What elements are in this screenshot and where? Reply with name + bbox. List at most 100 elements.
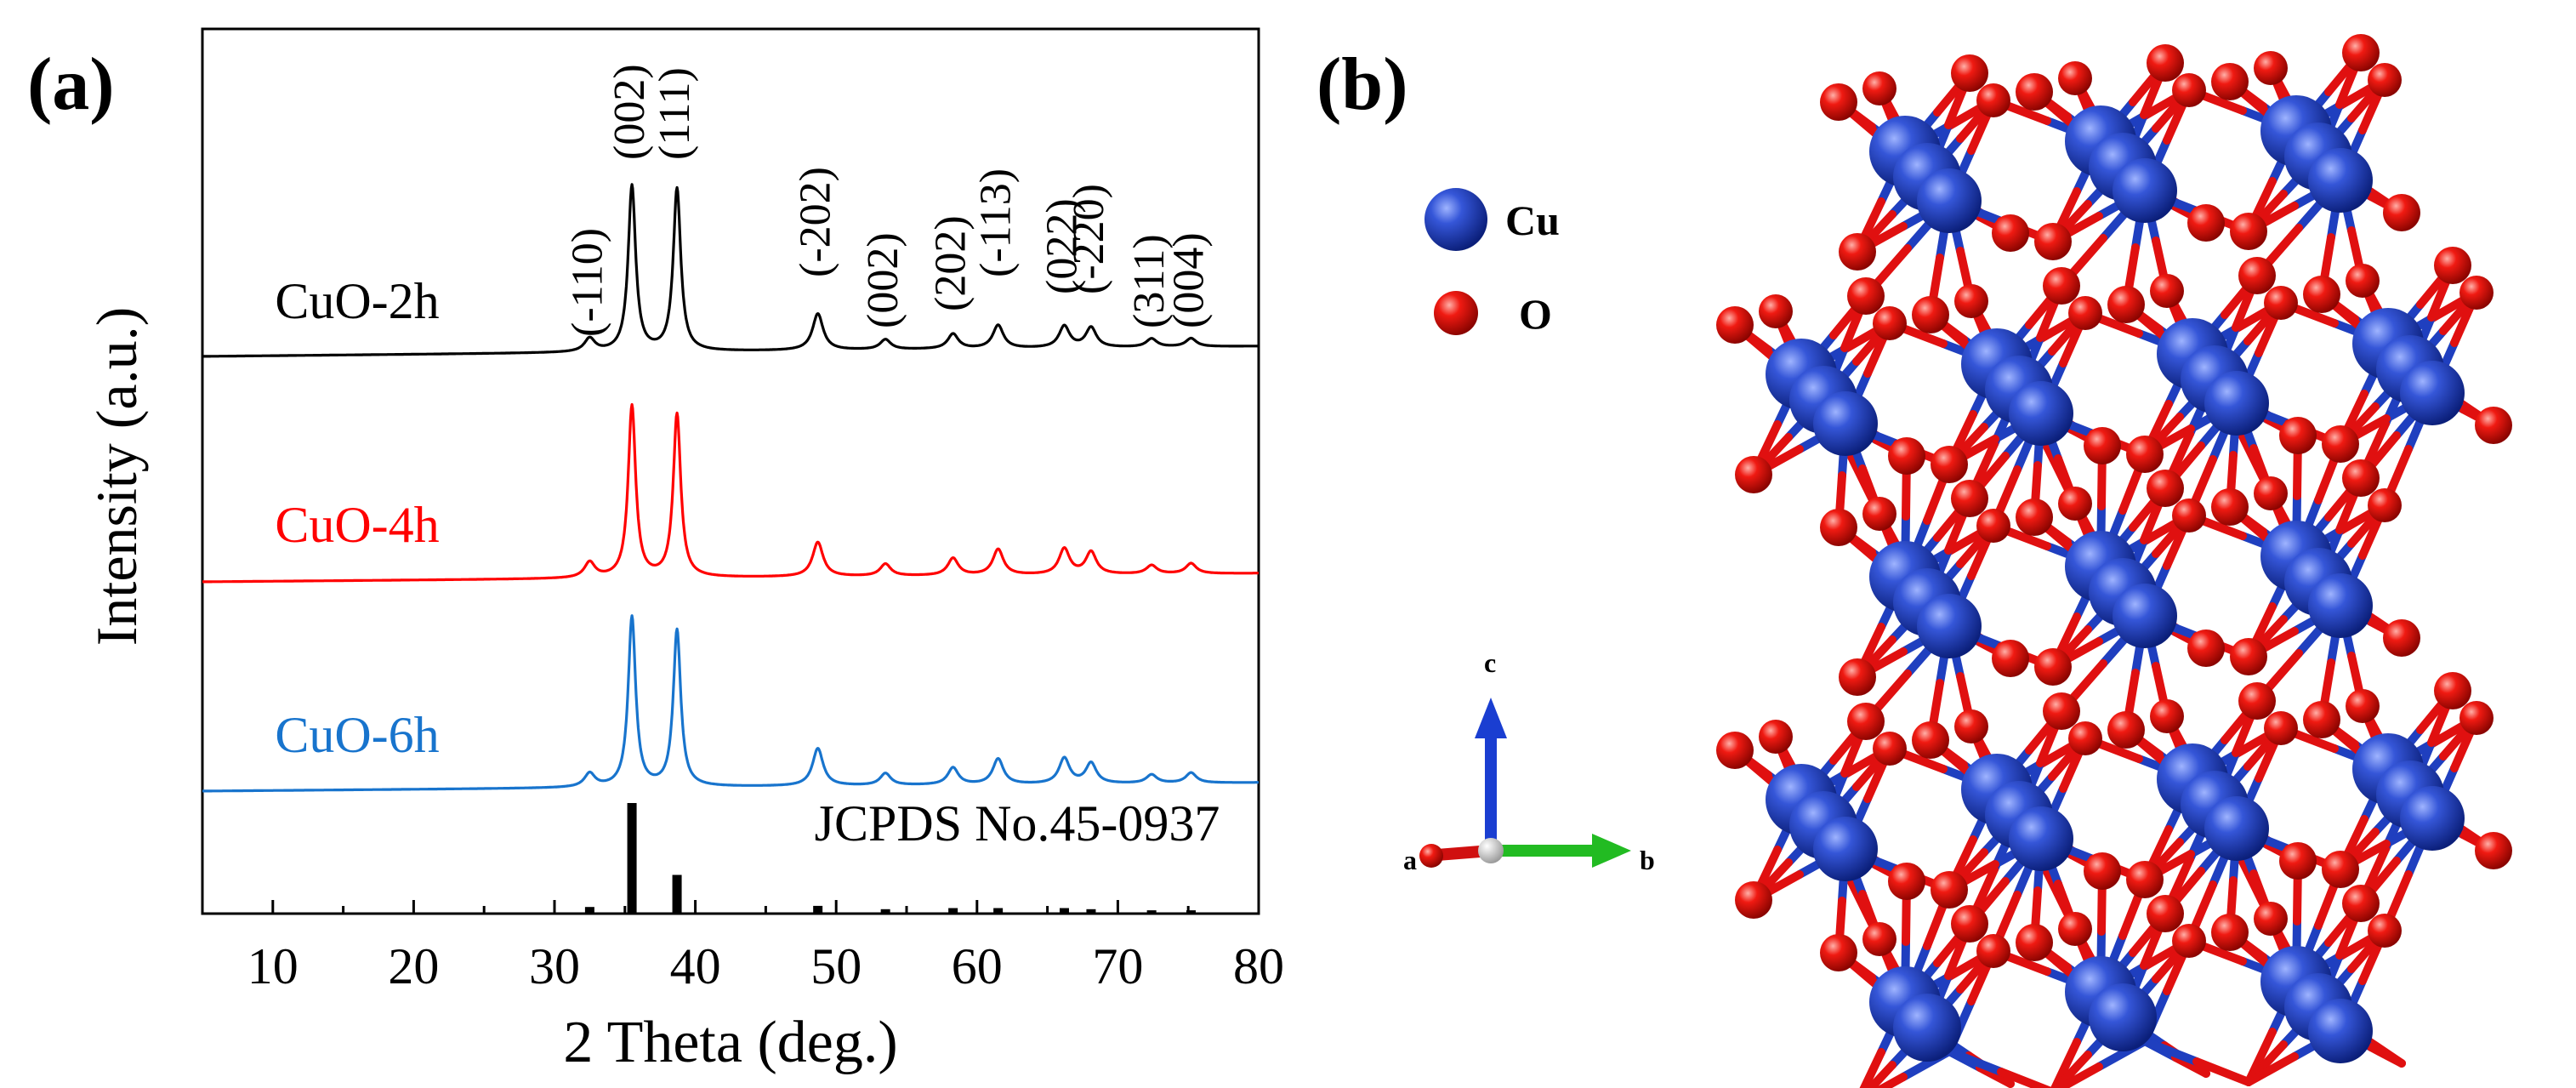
o-atom [2342, 885, 2380, 922]
o-atom [2254, 51, 2288, 85]
o-atom [1735, 881, 1772, 919]
reference-label: JCPDS No.45-0937 [815, 795, 1220, 852]
o-bond [1865, 1061, 1896, 1088]
o-atom [2126, 861, 2164, 898]
cu-atom [2308, 573, 2373, 638]
cu-legend-atom [1424, 188, 1487, 251]
o-atom [2034, 223, 2072, 260]
o-atom [2150, 699, 2184, 733]
c-axis-arrowhead [1475, 698, 1507, 738]
o-atom [2342, 459, 2380, 497]
series-line-cuo-2h [202, 183, 1260, 358]
cu-bond [2141, 1037, 2201, 1066]
o-atom [2211, 488, 2249, 526]
o-atom [1847, 277, 1885, 315]
o-atom [2475, 407, 2512, 444]
o-atom [2107, 286, 2145, 323]
o-atom [1954, 709, 1988, 743]
annotation-layer: (-110)(002)(111)(-202)(002) (202)(-113) (0… [563, 64, 1213, 337]
o-bond [2367, 1043, 2406, 1068]
cu-atom [2308, 148, 2373, 213]
cu-atom [2204, 796, 2269, 861]
o-atom [2016, 498, 2053, 536]
o-atom [2475, 832, 2512, 869]
o-atom [2058, 487, 2092, 521]
peak-annotation: (004) [1165, 232, 1214, 328]
cu-atom [2113, 584, 2177, 648]
cu-atom [1893, 994, 1961, 1062]
o-atom [2084, 852, 2121, 890]
o-atom [2383, 619, 2420, 657]
o-atom [2126, 436, 2164, 473]
o-bond [1859, 1048, 1885, 1088]
o-atom [2459, 276, 2494, 310]
b-axis-arrowhead [1592, 834, 1631, 868]
o-atom [2368, 63, 2402, 97]
o-atom [1820, 509, 1857, 546]
peak-annotation: (002) [859, 232, 907, 328]
x-tick-label: 50 [810, 938, 862, 994]
peak-annotation: (202) [927, 215, 975, 311]
o-atom [1992, 640, 2029, 677]
o-atom [1873, 306, 1907, 340]
o-atom [2187, 204, 2225, 242]
o-atom [2303, 701, 2340, 738]
reference-layer: JCPDS No.45-0937 [584, 795, 1220, 914]
o-atom [2058, 61, 2092, 95]
cu-atom [2204, 371, 2269, 436]
cu-atom [2400, 361, 2465, 425]
xrd-chart: CuO-2h CuO-4h CuO-6h JCPDS No.45-0937 (-11… [84, 27, 1284, 1075]
o-atom [2147, 895, 2184, 932]
o-atom [1820, 83, 1857, 121]
o-bond [2051, 1062, 2103, 1088]
o-atom [2058, 912, 2092, 946]
o-bond [2244, 1052, 2299, 1086]
crystal-atoms [1716, 34, 2512, 1063]
panel-a-label: (a) [27, 43, 115, 126]
o-atom [2043, 692, 2080, 730]
y-axis-label: Intensity (a.u.) [84, 307, 149, 646]
x-tick-label: 40 [670, 938, 721, 994]
o-atom [2230, 638, 2267, 675]
peak-annotation: (022) [1038, 198, 1087, 294]
o-atom [1976, 509, 2010, 543]
panel-b-label: (b) [1316, 43, 1408, 126]
peak-annotation: (-110) [563, 228, 611, 337]
o-atom [2254, 902, 2288, 936]
o-atom [1862, 71, 1896, 105]
o-atom [1759, 720, 1793, 754]
cu-atom [2009, 806, 2073, 871]
o-atom [2172, 924, 2206, 958]
cu-atom [2400, 786, 2465, 851]
peak-annotation: (-202) [792, 167, 840, 277]
x-tick-label: 30 [529, 938, 580, 994]
axis-origin [1478, 838, 1504, 863]
o-atom [2264, 711, 2298, 745]
o-atom [1888, 863, 1925, 900]
o-atom [1847, 703, 1885, 740]
o-atom [1976, 83, 2010, 117]
cu-atom [1813, 391, 1878, 456]
peak-annotation: (-220) [1065, 184, 1113, 294]
o-atom [2434, 672, 2471, 709]
o-atom [1716, 732, 1754, 769]
o-atom [2322, 851, 2359, 888]
o-atom [2211, 914, 2249, 951]
o-atom [2147, 470, 2184, 507]
o-atom [2172, 498, 2206, 533]
o-atom [1862, 497, 1896, 531]
x-tick-label: 10 [247, 938, 299, 994]
cu-atom [1917, 168, 1982, 233]
o-atom [1839, 658, 1876, 696]
o-atom [2107, 711, 2145, 749]
o-atom [1862, 922, 1896, 956]
o-atom [1954, 284, 1988, 318]
cu-atom [2089, 983, 2157, 1051]
o-atom [2434, 247, 2471, 284]
c-axis-label: c [1484, 647, 1496, 678]
x-tick-label: 80 [1233, 938, 1284, 994]
axis-triad: c a b [1403, 647, 1655, 875]
o-atom [2084, 427, 2121, 464]
o-bond [2192, 1057, 2253, 1086]
